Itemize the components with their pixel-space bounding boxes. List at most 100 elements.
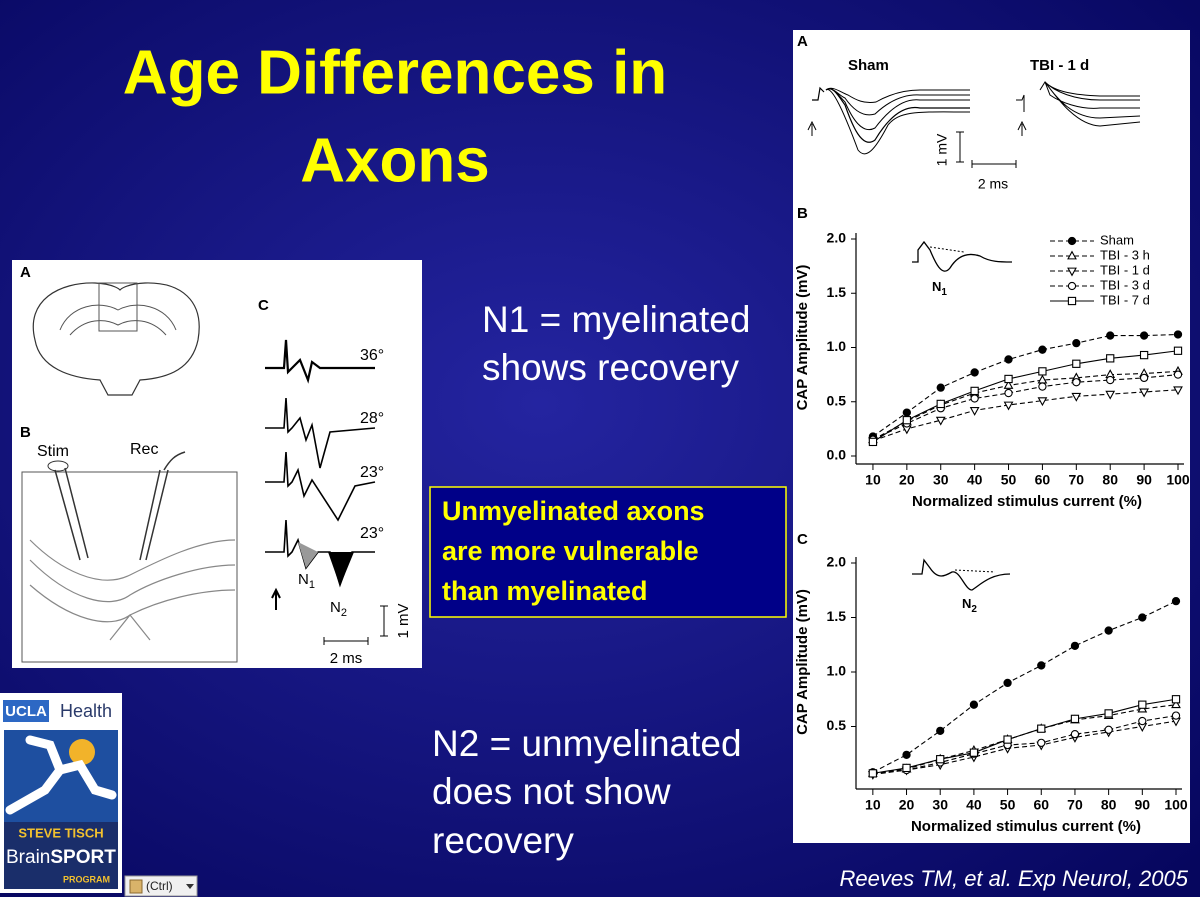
callout-box: [429, 486, 787, 618]
stim-coil: [47, 460, 69, 472]
marker: [1173, 386, 1183, 396]
marker: [902, 408, 911, 417]
marker: [1067, 281, 1077, 291]
x-tick-label: 80: [1101, 797, 1117, 813]
marker: [1037, 397, 1048, 407]
marker: [1038, 382, 1047, 391]
marker: [1037, 724, 1046, 733]
right-figure: A Sham TBI - 1 d 1 mV 2 ms B N1 C N2 0.0…: [793, 30, 1190, 843]
marker: [1038, 367, 1047, 376]
button-frame[interactable]: [124, 875, 198, 897]
x-tick-label: 40: [966, 797, 982, 813]
inset-baseline: [954, 569, 996, 573]
panel-label: B: [20, 424, 31, 441]
x-tick-label: 40: [967, 472, 983, 488]
marker: [969, 700, 979, 709]
marker: [1139, 331, 1149, 340]
marker: [1173, 346, 1183, 355]
chart: 0.5 1.0 1.5 2.0 10 20 30 40 50 60 70 80 90 100 Normali…: [794, 554, 1188, 835]
trace: [825, 87, 971, 155]
inset-box: [98, 282, 138, 332]
marker: [1139, 373, 1149, 383]
inset-label-sub: 1: [941, 287, 947, 298]
marker: [1104, 725, 1113, 734]
figure-panel: [793, 30, 1190, 843]
x-tick-label: 50: [1000, 797, 1016, 813]
marker: [1139, 388, 1149, 398]
marker: [1037, 738, 1046, 747]
marker: [1171, 695, 1181, 704]
marker: [970, 368, 979, 377]
y-tick-label: 0.0: [827, 447, 847, 463]
x-tick-label: 70: [1067, 797, 1083, 813]
marker: [1106, 375, 1115, 385]
button-label[interactable]: (Ctrl): [146, 879, 173, 893]
marker: [1070, 641, 1080, 650]
stim-arrow: [807, 120, 1027, 136]
left-figure: A B Stim Rec C 36° 28° 23° 23° N1 N2 1 m…: [12, 260, 422, 668]
marker: [1038, 345, 1047, 354]
electrode-label: Stim: [37, 443, 69, 460]
marker: [1173, 330, 1183, 339]
x-axis-label: Normalized stimulus current (%): [912, 493, 1142, 510]
marker: [1003, 401, 1014, 411]
legend-label: TBI - 3 d: [1100, 277, 1150, 292]
marker: [1070, 714, 1080, 724]
brain-outline: [32, 282, 200, 396]
inset-label-main: N: [932, 279, 941, 294]
stim-electrode: [54, 467, 89, 561]
electrode-label: Rec: [130, 441, 158, 458]
slice-layers: [29, 539, 236, 641]
marker: [1004, 388, 1013, 398]
marker: [1171, 699, 1181, 709]
paste-options-button[interactable]: (Ctrl): [124, 875, 198, 897]
wave-label-main: N: [298, 571, 309, 588]
logo: UCLA Health STEVE TISCH BrainSPORT PROGR…: [0, 693, 122, 893]
panel-label: B: [797, 205, 808, 222]
x-tick-label: 90: [1136, 472, 1152, 488]
marker: [1104, 709, 1113, 718]
temperature-label: 23°: [360, 525, 384, 542]
y-tick-label: 1.0: [827, 663, 847, 679]
marker: [1171, 711, 1181, 720]
trace: [265, 339, 375, 384]
marker: [1003, 380, 1014, 389]
rec-electrode: [139, 451, 186, 561]
legend-label: TBI - 1 d: [1100, 262, 1150, 277]
series-line: [872, 600, 1177, 773]
scale-bar: [380, 605, 388, 637]
inset-trace: [912, 558, 1011, 591]
logo-text: Health: [60, 701, 112, 721]
figure-panel: [12, 260, 422, 668]
wave-label: N2: [330, 599, 347, 619]
n1-area: [298, 542, 318, 568]
marker: [1139, 350, 1149, 360]
x-tick-label: 10: [865, 472, 881, 488]
inset-label-sub: 2: [971, 604, 977, 615]
marker: [1138, 700, 1147, 709]
marker: [1003, 735, 1012, 744]
brain-detail: [59, 304, 177, 336]
y-tick-label: 0.5: [827, 717, 847, 733]
button-caret: [186, 884, 194, 889]
marker: [1070, 729, 1080, 739]
logo-badge: [3, 700, 49, 722]
marker: [1171, 597, 1181, 606]
series-line: [872, 350, 1179, 443]
panel-label: A: [20, 264, 31, 281]
x-tick-label: 20: [899, 472, 915, 488]
y-tick-label: 1.5: [827, 608, 847, 624]
inset-trace: [912, 240, 1013, 272]
marker: [1106, 354, 1115, 363]
inset-baseline: [929, 246, 965, 253]
slice-box: [21, 471, 238, 663]
marker: [1067, 267, 1077, 277]
x-tick-label: 60: [1033, 797, 1049, 813]
scale-label: 1 mV: [934, 133, 950, 166]
marker: [1072, 359, 1081, 368]
y-tick-label: 0.5: [827, 392, 847, 408]
temperature-label: 23°: [360, 464, 384, 481]
series-line: [872, 720, 1177, 776]
trace: [265, 451, 376, 522]
